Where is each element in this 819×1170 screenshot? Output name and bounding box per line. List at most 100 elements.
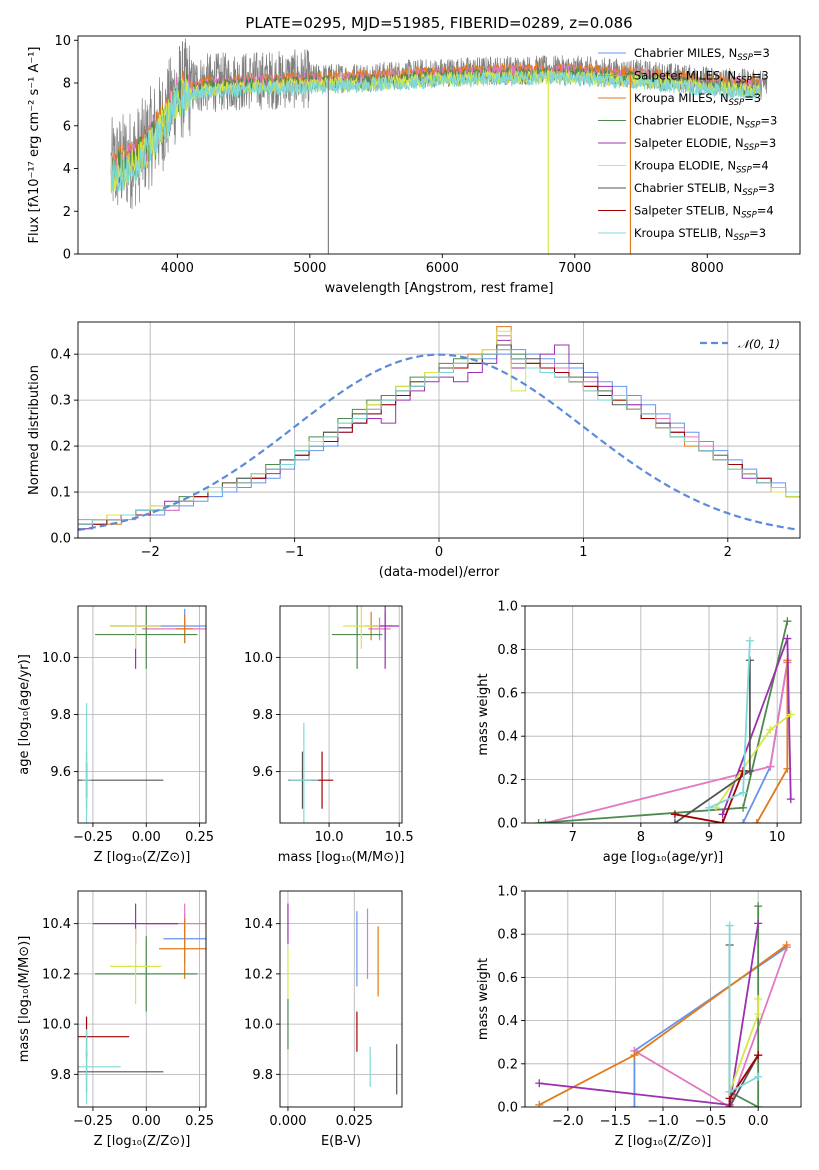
weight-marker (745, 766, 754, 775)
y-tick-label: 9.8 (252, 1068, 273, 1083)
x-axis-label: Z [log₁₀(Z/Z⊙)] (615, 1134, 712, 1149)
x-tick-label: −2 (141, 545, 160, 560)
y-tick-label: 0.0 (50, 532, 71, 547)
weight-series-line (633, 946, 788, 1107)
y-tick-label: 1.0 (497, 600, 518, 615)
legend-subscript: SSP (729, 98, 745, 108)
weight-marker (535, 1100, 544, 1107)
y-tick-label: 10.0 (244, 651, 273, 666)
weight-marker (535, 1079, 544, 1088)
y-tick-label: 0 (63, 248, 71, 263)
x-tick-label: 6000 (426, 261, 459, 276)
y-tick-label: 0.8 (497, 643, 518, 658)
y-tick-label: 0.4 (50, 348, 71, 363)
legend-label: Salpeter MILES, N (634, 69, 736, 83)
legend-subscript: SSP (736, 76, 752, 86)
weight-marker (725, 1087, 734, 1096)
weight-marker (754, 1103, 763, 1107)
weight-marker (670, 810, 679, 819)
x-tick-label: −0.5 (695, 1114, 727, 1129)
weight-series-line (539, 923, 760, 1106)
x-tick-label: −2.0 (552, 1114, 584, 1129)
y-tick-label: 10.2 (244, 967, 273, 982)
weight-marker (754, 995, 763, 1003)
weight-marker (739, 788, 748, 797)
x-tick-label: 5000 (293, 261, 326, 276)
legend-subscript: SSP (744, 143, 760, 153)
y-tick-label: 1.0 (497, 885, 518, 900)
axes-frame (77, 890, 207, 1108)
legend-subscript: SSP (734, 233, 750, 243)
y-tick-label: 0.1 (50, 486, 71, 501)
y-tick-label: 0.0 (497, 1101, 518, 1116)
x-axis-label: wavelength [Angstrom, rest frame] (325, 281, 554, 296)
legend-value: =3 (753, 46, 770, 60)
legend-subscript: SSP (741, 211, 757, 221)
x-tick-label: −0.25 (73, 1114, 113, 1129)
axes-spectrum: 4000 5000 6000 7000 8000 0 2 4 6 8 10 wavelength [A… (27, 14, 801, 296)
y-tick-label: 9.8 (50, 1068, 71, 1083)
weight-marker (783, 617, 792, 626)
legend-value: =3 (759, 136, 776, 150)
axes-frame (77, 35, 801, 255)
y-tick-label: 9.6 (50, 765, 71, 780)
axes-frame (77, 321, 801, 539)
plot-area-spectrum (110, 38, 768, 254)
legend-subscript: SSP (736, 166, 752, 176)
axes-weight-vs-age: 7 8 9 10 0.0 0.2 0.4 0.6 0.8 1.0 age [log₁₀(age/yr… (476, 600, 802, 865)
legend-entry: Kroupa ELODIE, NSSP=4 (634, 159, 769, 176)
y-tick-label: 0.6 (497, 971, 518, 986)
weight-marker (541, 819, 550, 823)
x-axis-label: mass [log₁₀(M/M⊙)] (278, 850, 405, 865)
x-axis-label: (data-model)/error (379, 565, 500, 580)
y-tick-label: 0.2 (497, 1057, 518, 1072)
weight-marker (766, 725, 775, 734)
axes-frame (279, 605, 403, 824)
legend-subscript: SSP (745, 121, 761, 131)
weight-marker (783, 634, 792, 643)
x-tick-label: 10.0 (315, 830, 344, 845)
y-axis-label: mass weight (476, 673, 491, 755)
legend-value: =3 (760, 114, 777, 128)
y-tick-label: 2 (63, 205, 71, 220)
y-axis-label: mass [log₁₀(M/M⊙)] (17, 936, 32, 1063)
plot-area-mass-vs-Z (78, 903, 206, 1105)
plot-area-mass-vs-EBV (287, 903, 398, 1095)
axes-mass-vs-EBV: 0.000 0.025 9.8 10.0 10.2 10.4 E(B-V) (244, 890, 403, 1149)
legend-entry: Chabrier ELODIE, NSSP=3 (634, 114, 777, 131)
weight-marker (745, 636, 754, 645)
y-tick-label: 0.3 (50, 394, 71, 409)
chart-title: PLATE=0295, MJD=51985, FIBERID=0289, z=0… (245, 14, 632, 32)
y-tick-label: 9.8 (252, 708, 273, 723)
x-tick-label: −0.25 (73, 830, 113, 845)
x-tick-label: 0.0 (748, 1114, 769, 1129)
legend-entry: Kroupa STELIB, NSSP=3 (634, 226, 766, 243)
x-tick-label: 0.00 (132, 1114, 161, 1129)
weight-series-line (674, 660, 751, 823)
weight-series-line (729, 906, 760, 1107)
y-axis-label: Flux [fλ10⁻¹⁷ erg cm⁻² s⁻¹ A⁻¹] (27, 47, 42, 244)
y-tick-label: 0.8 (497, 928, 518, 943)
x-tick-label: 0 (435, 545, 443, 560)
x-tick-label: −1.5 (600, 1114, 632, 1129)
y-tick-label: 10.0 (42, 651, 71, 666)
legend-label: Kroupa MILES, N (634, 91, 729, 105)
y-tick-label: 8 (63, 77, 71, 92)
legend-subscript: SSP (737, 53, 753, 63)
y-tick-label: 10 (54, 34, 71, 49)
weight-marker (630, 1103, 639, 1107)
axes-frame (77, 605, 207, 824)
weight-series-line (674, 770, 744, 823)
legend-entry: Chabrier STELIB, NSSP=3 (634, 181, 775, 198)
plot-area-age-vs-mass (288, 606, 400, 823)
x-axis-label: Z [log₁₀(Z/Z⊙)] (94, 850, 191, 865)
plot-area-residual-hist (78, 326, 800, 532)
weight-marker (670, 819, 679, 823)
weight-marker (754, 919, 763, 928)
legend-value: =3 (744, 91, 761, 105)
legend-entry: Salpeter ELODIE, NSSP=3 (634, 136, 776, 153)
weight-marker (754, 1072, 763, 1081)
x-tick-label: 0.25 (185, 1114, 214, 1129)
